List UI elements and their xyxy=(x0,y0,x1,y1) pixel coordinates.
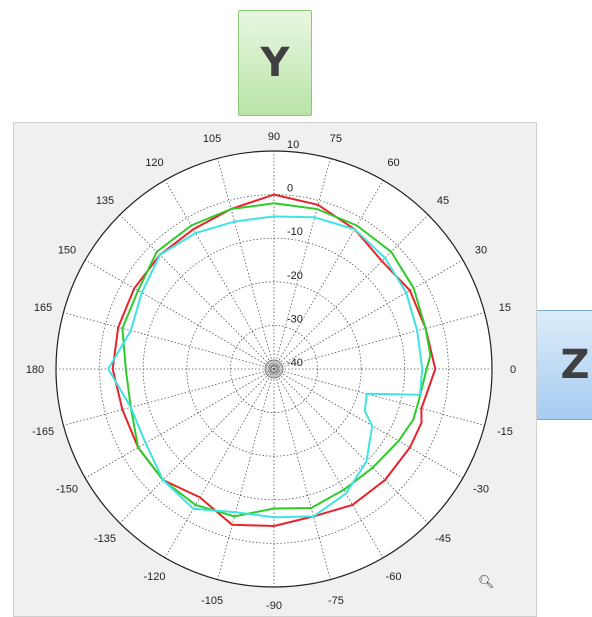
angle-tick-label: -45 xyxy=(435,533,451,545)
radial-tick-label: 10 xyxy=(287,139,299,151)
angular-gridline xyxy=(85,368,275,479)
angle-tick-label: -30 xyxy=(473,484,489,496)
angle-tick-label: -90 xyxy=(266,600,282,612)
angle-tick-label: -120 xyxy=(143,571,165,583)
angle-tick-label: 165 xyxy=(34,302,52,314)
radial-tick-label: -10 xyxy=(287,226,303,238)
angular-gridline xyxy=(119,214,275,370)
angle-tick-label: 0 xyxy=(510,364,516,376)
angle-tick-label: 150 xyxy=(58,245,76,257)
zoom-icon[interactable]: 🔍︎ xyxy=(478,574,495,589)
angle-tick-label: -165 xyxy=(32,426,54,438)
series-line xyxy=(121,202,432,518)
angular-gridline xyxy=(273,180,384,370)
radial-gridline xyxy=(186,281,362,457)
angular-gridline xyxy=(217,158,275,370)
angular-gridline xyxy=(63,312,275,370)
angular-gridline xyxy=(273,312,485,370)
angle-tick-label: -135 xyxy=(94,533,116,545)
center-marker xyxy=(270,365,278,373)
angular-gridline xyxy=(273,158,331,370)
angular-gridline xyxy=(217,368,275,580)
angular-gridline xyxy=(63,368,275,426)
radial-tick-label: -40 xyxy=(287,357,303,369)
angle-tick-label: 45 xyxy=(437,195,449,207)
angular-gridline xyxy=(164,368,275,558)
polar-outer-boundary xyxy=(55,150,493,588)
radial-tick-label: 0 xyxy=(287,183,293,195)
radial-tick-label: -20 xyxy=(287,270,303,282)
angle-tick-label: 15 xyxy=(499,302,511,314)
y-axis-label-box: Y xyxy=(238,10,312,116)
angle-tick-label: 90 xyxy=(268,131,280,143)
angle-tick-label: 120 xyxy=(145,157,163,169)
angle-tick-label: 105 xyxy=(203,133,221,145)
y-axis-label: Y xyxy=(260,40,290,86)
angular-gridline xyxy=(85,259,275,370)
angular-gridline xyxy=(273,368,331,580)
angular-gridline xyxy=(273,368,384,558)
angular-gridline xyxy=(273,368,463,479)
angular-gridline xyxy=(273,368,429,524)
angle-tick-label: -150 xyxy=(56,484,78,496)
angle-tick-label: 30 xyxy=(475,245,487,257)
z-axis-label: Z xyxy=(560,342,590,388)
angle-tick-label: 180 xyxy=(26,364,44,376)
angle-tick-label: 60 xyxy=(387,157,399,169)
center-marker xyxy=(264,359,284,379)
radial-gridline xyxy=(229,324,318,413)
radial-gridline xyxy=(99,194,449,544)
angular-gridline xyxy=(273,214,429,370)
angle-tick-label: 135 xyxy=(96,195,114,207)
angle-tick-label: -15 xyxy=(497,426,513,438)
angular-gridline xyxy=(273,368,485,426)
series-line xyxy=(107,215,424,519)
angle-tick-label: -60 xyxy=(386,571,402,583)
center-marker xyxy=(267,362,281,376)
angle-tick-label: 75 xyxy=(330,133,342,145)
radial-tick-label: -30 xyxy=(287,313,303,325)
angular-gridline xyxy=(273,259,463,370)
angle-tick-label: -105 xyxy=(201,595,223,607)
angle-tick-label: -75 xyxy=(328,595,344,607)
series-line xyxy=(111,193,437,527)
angular-gridline xyxy=(164,180,275,370)
angular-gridline xyxy=(119,368,275,524)
